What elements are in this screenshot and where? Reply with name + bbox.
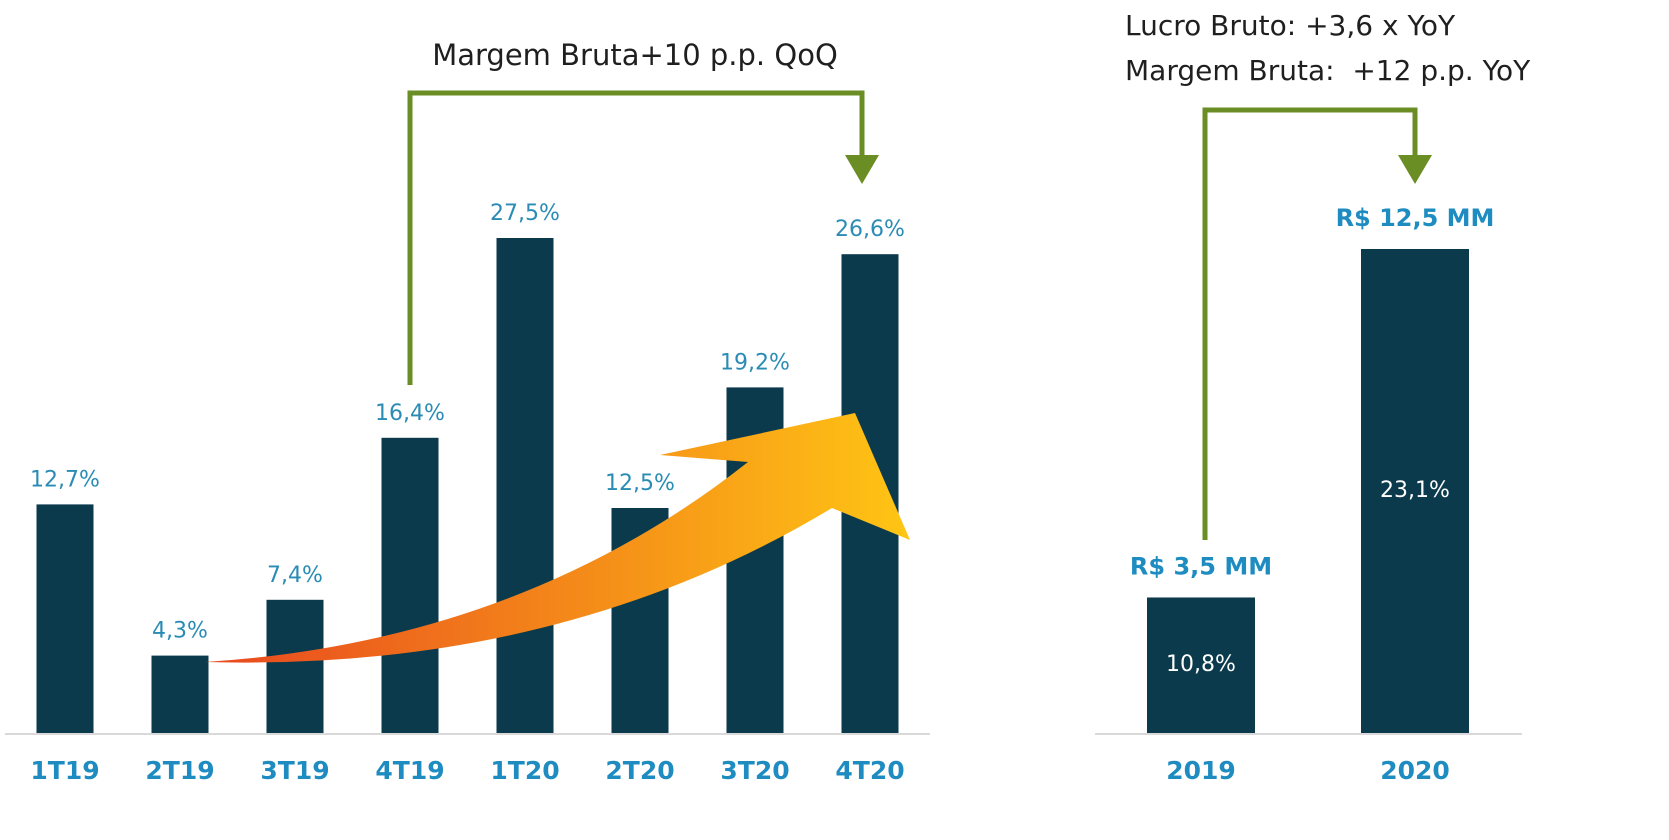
x-tick-label: 2T19 — [145, 756, 214, 785]
x-tick-label: 2T20 — [605, 756, 674, 785]
x-tick-label: 1T19 — [30, 756, 99, 785]
arrowhead — [845, 155, 879, 184]
value-label: 7,4% — [267, 563, 323, 588]
value-label: 19,2% — [720, 350, 790, 375]
x-tick-label: 1T20 — [490, 756, 559, 785]
x-tick-label: 4T20 — [835, 756, 904, 785]
value-label: 26,6% — [835, 217, 905, 242]
x-tick-label: 3T19 — [260, 756, 329, 785]
annotation: Lucro Bruto: +3,6 x YoY — [1125, 9, 1456, 42]
bar — [152, 656, 209, 733]
value-label: 16,4% — [375, 401, 445, 426]
value-label: R$ 12,5 MM — [1336, 204, 1495, 232]
annotation: Margem Bruta+10 p.p. QoQ — [432, 38, 838, 72]
chart: 12,7% 1T19 4,3% 2T19 7,4% 3T19 16,4% 4T19 27,5% 1… — [0, 0, 1669, 836]
bar — [267, 600, 324, 733]
x-tick-label: 4T19 — [375, 756, 444, 785]
arrowhead — [1398, 155, 1432, 184]
connectors — [410, 93, 1415, 540]
bar — [382, 438, 439, 733]
value-label: R$ 3,5 MM — [1130, 552, 1272, 580]
inner-label: 10,8% — [1166, 652, 1236, 677]
value-label: 12,7% — [30, 467, 100, 492]
x-tick-label: 2020 — [1380, 756, 1450, 785]
inner-label: 23,1% — [1380, 478, 1450, 503]
bar — [497, 238, 554, 733]
connector — [410, 93, 862, 385]
x-tick-label: 2019 — [1166, 756, 1236, 785]
value-label: 4,3% — [152, 619, 208, 644]
annotation: Margem Bruta: +12 p.p. YoY — [1125, 54, 1531, 87]
bar — [37, 504, 94, 733]
value-label: 12,5% — [605, 471, 675, 496]
x-tick-label: 3T20 — [720, 756, 789, 785]
value-label: 27,5% — [490, 201, 560, 226]
